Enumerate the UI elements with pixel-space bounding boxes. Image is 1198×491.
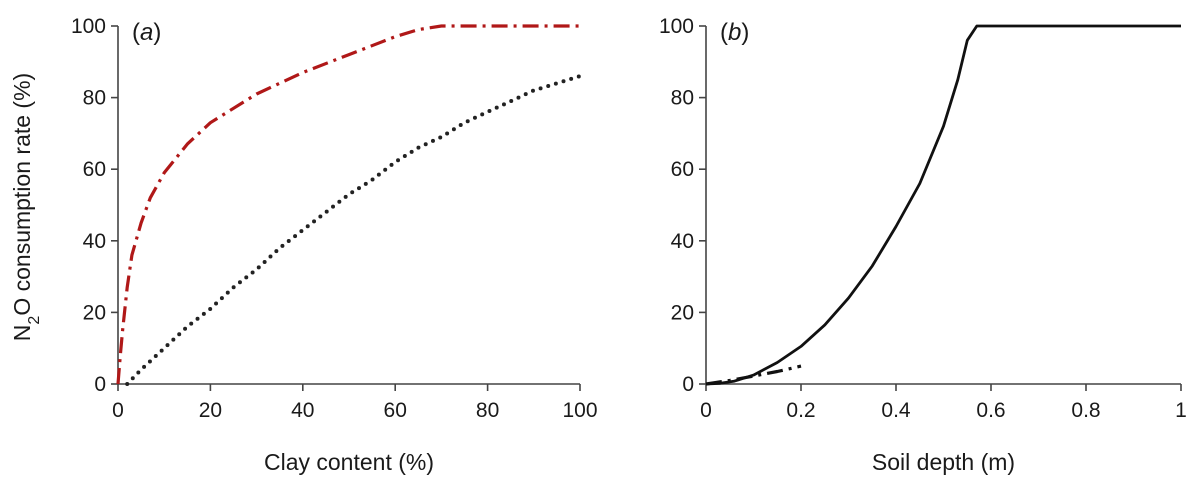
x-tick-label-a: 40 [291,399,314,422]
x-tick-label-b: 1 [1175,399,1187,422]
y-tick-label-b: 80 [671,87,694,110]
y-tick-label-b: 100 [659,15,694,38]
x-tick-label-b: 0 [700,399,712,422]
y-tick-label-a: 80 [83,87,106,110]
y-axis-title: N2O consumption rate (%) [9,73,43,341]
x-tick-label-a: 100 [562,399,597,422]
x-tick-label-b: 0.8 [1071,399,1100,422]
x-tick-label-a: 0 [112,399,124,422]
x-axis-title-a: Clay content (%) [264,449,434,475]
y-tick-label-b: 20 [671,301,694,324]
x-tick-label-b: 0.2 [786,399,815,422]
panel-label-b: (b) [720,19,749,46]
y-tick-label-b: 0 [682,373,694,396]
y-tick-label-a: 100 [71,15,106,38]
y-axis-title-prefix: N [9,325,35,342]
y-axis-title-suffix: O consumption rate (%) [9,73,35,316]
y-axis-title-subscript: 2 [26,316,43,325]
y-tick-label-a: 40 [83,230,106,253]
x-tick-label-b: 0.6 [976,399,1005,422]
chart-panel-b: 0 0.2 0.4 0.6 0.8 1 0 20 40 60 80 100 Soil depth (m)… [659,15,1187,475]
x-axis-title-b: Soil depth (m) [872,449,1015,475]
series-line-b-1 [705,24,1181,386]
y-tick-label-a: 0 [94,373,106,396]
x-tick-label-a: 80 [476,399,499,422]
y-tick-label-a: 60 [83,158,106,181]
x-tick-label-a: 20 [199,399,222,422]
series-line-a-2 [125,74,582,386]
y-tick-label-b: 40 [671,230,694,253]
x-tick-label-b: 0.4 [881,399,911,422]
y-tick-label-b: 60 [671,158,694,181]
x-tick-label-a: 60 [384,399,407,422]
panel-label-a: (a) [132,19,161,46]
series-line-a-1 [116,24,580,385]
y-tick-label-a: 20 [83,301,106,324]
chart-panel-a: 0 20 40 60 80 100 0 20 40 60 80 100 Clay content (%)… [71,15,598,475]
